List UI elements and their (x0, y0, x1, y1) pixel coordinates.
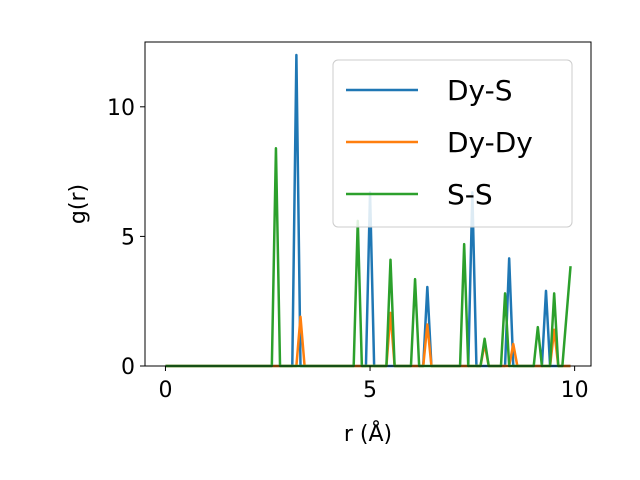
x-axis-label: r (Å) (344, 420, 392, 447)
plot-frame (144, 41, 592, 367)
x-tick-label: 10 (561, 378, 589, 403)
y-tick-label: 0 (121, 355, 135, 380)
legend-label-1: Dy-S (447, 74, 513, 107)
legend-label-3: S-S (447, 178, 493, 211)
legend-label-2: Dy-Dy (447, 126, 533, 159)
legend: Dy-S Dy-Dy S-S (332, 59, 573, 228)
legend-box (332, 59, 573, 228)
y-axis-label: g(r) (66, 184, 91, 224)
x-tick-label: 5 (363, 378, 377, 403)
y-tick-label: 5 (121, 225, 135, 250)
y-tick-label: 10 (107, 96, 135, 121)
x-axis: 0 5 10 (158, 366, 589, 403)
x-tick-label: 0 (158, 378, 172, 403)
y-axis: 0 5 10 (107, 96, 145, 380)
